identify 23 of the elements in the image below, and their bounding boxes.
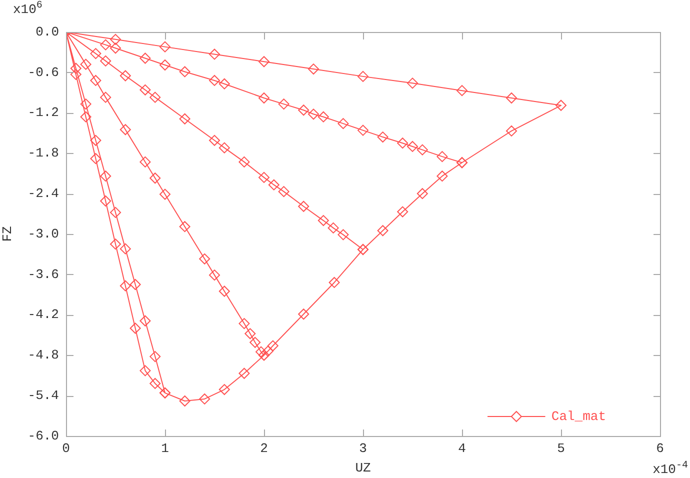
x-tick-label: 4 xyxy=(458,441,466,456)
x-tick-label: 5 xyxy=(557,441,565,456)
x-axis-title: UZ xyxy=(355,460,371,476)
y-tick-label: -2.4 xyxy=(28,186,60,202)
y-tick-label: -5.4 xyxy=(28,388,60,404)
y-tick-label: -6.0 xyxy=(28,428,59,444)
y-tick-label: 0.0 xyxy=(36,24,59,40)
x-tick-label: 0 xyxy=(62,441,70,456)
x-tick-label: 6 xyxy=(656,441,664,456)
x-tick-label: 3 xyxy=(359,441,367,456)
y-tick-label: -3.0 xyxy=(28,226,59,242)
y-tick-label: -1.8 xyxy=(28,146,59,161)
text: x10$^{6}$ xyxy=(13,0,42,17)
x-tick-label: 1 xyxy=(161,441,170,456)
x-tick-label: 2 xyxy=(260,441,268,456)
y-tick-label: -0.6 xyxy=(28,64,59,80)
legend-label: Cal_mat xyxy=(551,408,606,424)
y-axis-title: FZ xyxy=(0,226,16,242)
y-tick-label: -4.2 xyxy=(28,307,59,322)
y-tick-label: -4.8 xyxy=(28,348,59,363)
text: x10$^{-4}$ xyxy=(652,460,688,477)
y-tick-label: -1.2 xyxy=(28,105,59,120)
y-tick-label: -3.6 xyxy=(28,266,59,282)
